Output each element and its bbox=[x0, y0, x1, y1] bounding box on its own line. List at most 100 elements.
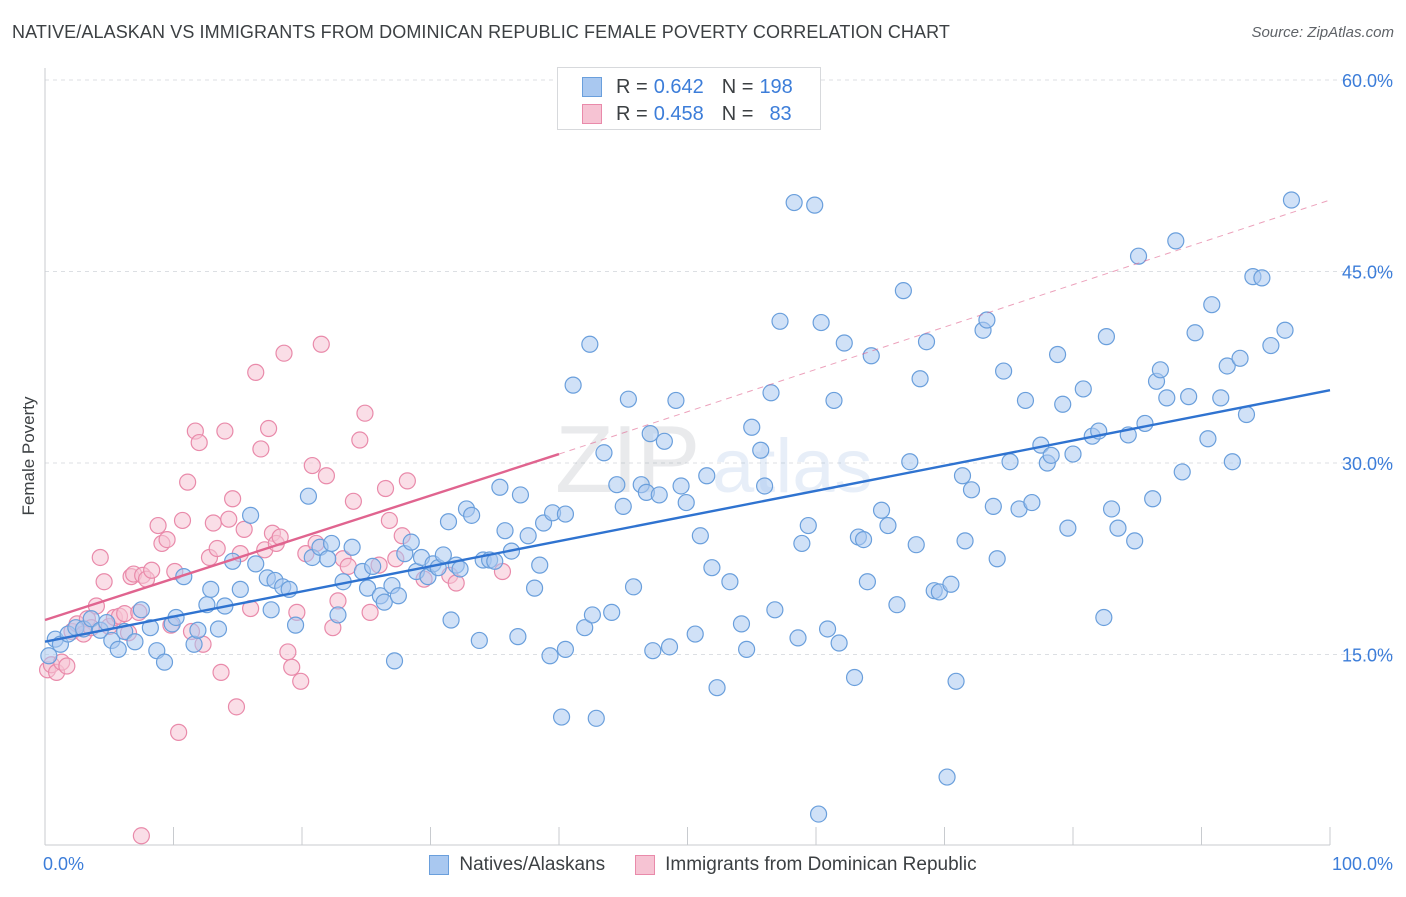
chart-title: NATIVE/ALASKAN VS IMMIGRANTS FROM DOMINI… bbox=[12, 22, 950, 42]
data-point-natives bbox=[389, 587, 407, 605]
data-point-natives bbox=[576, 619, 594, 637]
legend-item-dominican[interactable]: Immigrants from Dominican Republic bbox=[635, 854, 977, 876]
legend-swatch-pink bbox=[582, 104, 602, 124]
data-point-natives bbox=[641, 425, 659, 443]
data-point-natives bbox=[988, 550, 1006, 568]
data-point-natives bbox=[743, 418, 761, 436]
trend-line-dominican bbox=[44, 452, 560, 622]
data-point-natives bbox=[1109, 519, 1127, 537]
data-point-dominican bbox=[235, 520, 253, 538]
data-point-natives bbox=[1262, 336, 1280, 355]
data-point-dominican bbox=[220, 510, 238, 528]
legend-item-natives[interactable]: Natives/Alaskans bbox=[429, 854, 605, 876]
data-point-dominican bbox=[158, 530, 176, 549]
data-point-natives bbox=[141, 619, 159, 637]
x-tick-label: 100.0% bbox=[1332, 854, 1393, 874]
series-natives-points bbox=[40, 191, 1301, 823]
data-point-natives bbox=[319, 550, 337, 568]
data-point-natives bbox=[708, 679, 726, 697]
data-point-dominican bbox=[91, 548, 109, 567]
data-point-natives bbox=[686, 625, 704, 643]
data-point-natives bbox=[698, 467, 716, 485]
data-point-natives bbox=[938, 768, 956, 786]
y-axis-label: Female Poverty bbox=[19, 396, 38, 516]
data-point-natives bbox=[202, 580, 220, 598]
y-tick-label: 45.0% bbox=[1342, 263, 1393, 283]
data-point-natives bbox=[995, 362, 1013, 380]
y-tick-label: 30.0% bbox=[1342, 454, 1393, 474]
data-point-natives bbox=[531, 556, 549, 574]
chart-source: Source: ZipAtlas.com bbox=[1251, 24, 1394, 41]
data-point-natives bbox=[703, 559, 721, 577]
data-point-natives bbox=[1151, 361, 1169, 379]
data-point-natives bbox=[1223, 453, 1241, 471]
data-point-dominican bbox=[227, 698, 246, 716]
data-point-natives bbox=[509, 628, 527, 646]
data-point-natives bbox=[907, 536, 925, 554]
data-point-natives bbox=[911, 370, 929, 388]
data-point-natives bbox=[385, 652, 404, 670]
data-point-natives bbox=[364, 557, 382, 576]
data-point-natives bbox=[511, 486, 530, 504]
data-point-natives bbox=[1097, 328, 1116, 346]
data-point-dominican bbox=[376, 479, 395, 498]
data-point-natives bbox=[439, 513, 458, 531]
data-point-natives bbox=[752, 441, 770, 459]
data-point-natives bbox=[660, 638, 679, 656]
data-point-natives bbox=[1064, 445, 1082, 463]
legend-r-value: 0.642 bbox=[653, 75, 704, 98]
data-point-dominican bbox=[143, 561, 161, 579]
legend-label-natives: Natives/Alaskans bbox=[459, 854, 606, 875]
data-point-natives bbox=[1144, 490, 1162, 508]
data-point-natives bbox=[901, 453, 919, 471]
data-point-natives bbox=[231, 580, 249, 598]
data-point-natives bbox=[624, 578, 643, 596]
data-point-natives bbox=[942, 575, 960, 593]
y-tick-label: 15.0% bbox=[1342, 646, 1393, 666]
data-point-natives bbox=[1126, 532, 1144, 550]
legend-n-value: 198 bbox=[759, 75, 793, 98]
data-point-natives bbox=[1218, 357, 1236, 375]
trend-line-natives bbox=[44, 389, 1331, 643]
data-point-dominican bbox=[356, 404, 374, 422]
data-point-natives bbox=[189, 621, 207, 639]
data-point-natives bbox=[984, 497, 1002, 516]
series-dominican-points bbox=[38, 335, 512, 845]
legend-row-dominican: R = 0.458 N = 83 bbox=[582, 101, 792, 127]
data-point-natives bbox=[879, 516, 897, 535]
data-point-natives bbox=[587, 709, 605, 727]
data-point-natives bbox=[451, 560, 469, 578]
data-point-dominican bbox=[204, 514, 222, 532]
data-point-dominican bbox=[58, 657, 76, 675]
data-point-dominican bbox=[216, 422, 234, 440]
y-tick-label: 60.0% bbox=[1342, 71, 1393, 91]
data-point-natives bbox=[1186, 324, 1204, 342]
watermark-zip: ZIP bbox=[555, 406, 698, 513]
data-point-natives bbox=[721, 573, 739, 591]
data-point-natives bbox=[552, 708, 571, 726]
data-point-dominican bbox=[132, 827, 150, 845]
data-point-natives bbox=[738, 640, 756, 658]
data-point-natives bbox=[1054, 395, 1072, 413]
data-point-natives bbox=[835, 334, 853, 352]
data-point-natives bbox=[917, 333, 936, 351]
data-point-natives bbox=[655, 432, 673, 450]
data-point-natives bbox=[358, 579, 377, 597]
data-point-natives bbox=[830, 634, 848, 652]
data-point-dominican bbox=[317, 467, 336, 485]
data-point-natives bbox=[793, 534, 811, 553]
legend-label-dominican: Immigrants from Dominican Republic bbox=[665, 854, 977, 875]
data-point-natives bbox=[242, 506, 260, 524]
data-point-natives bbox=[132, 601, 150, 619]
legend-r-label: R = bbox=[616, 75, 648, 98]
data-point-natives bbox=[956, 532, 974, 550]
data-point-natives bbox=[1253, 269, 1271, 287]
data-point-natives bbox=[402, 533, 420, 551]
data-point-natives bbox=[603, 603, 621, 621]
data-point-natives bbox=[1180, 388, 1198, 406]
data-point-natives bbox=[329, 606, 347, 624]
data-point-natives bbox=[677, 493, 695, 512]
data-point-natives bbox=[762, 384, 780, 402]
data-point-natives bbox=[854, 530, 873, 549]
